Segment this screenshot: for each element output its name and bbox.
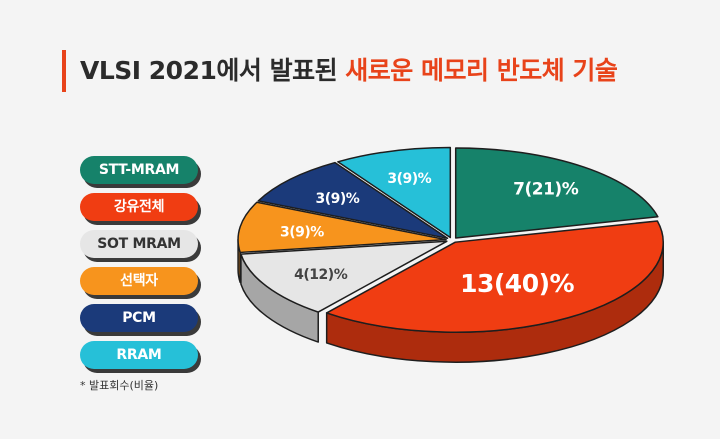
slice-top-4 — [257, 161, 449, 240]
slice-top-3 — [237, 201, 447, 254]
slice-label-3: 3(9)% — [280, 225, 324, 241]
legend-item-5: RRAM — [80, 341, 198, 369]
slice-label-1: 13(40)% — [460, 269, 574, 298]
slice-label-0: 7(21)% — [513, 179, 579, 199]
legend-item-1: 강유전체 — [80, 193, 198, 221]
slice-label-5: 3(9)% — [387, 171, 431, 187]
slice-top-1 — [325, 220, 664, 333]
slice-top-0 — [454, 147, 659, 239]
footnote: * 발표회수(비율) — [80, 379, 159, 392]
legend-item-3: 선택자 — [80, 267, 198, 295]
title-accent-bar — [62, 50, 66, 92]
legend-item-2: SOT MRAM — [80, 230, 198, 258]
page-title: VLSI 2021에서 발표된 새로운 메모리 반도체 기술 — [80, 54, 618, 88]
slice-label-4: 3(9)% — [316, 191, 360, 207]
legend-item-0: STT-MRAM — [80, 156, 198, 184]
slice-label-2: 4(12)% — [294, 267, 348, 283]
title-red: 새로운 메모리 반도체 기술 — [345, 56, 618, 85]
slice-top-5 — [337, 146, 452, 239]
legend-item-4: PCM — [80, 304, 198, 332]
slice-top-2 — [240, 240, 448, 313]
title-black: VLSI 2021에서 발표된 — [80, 56, 346, 85]
